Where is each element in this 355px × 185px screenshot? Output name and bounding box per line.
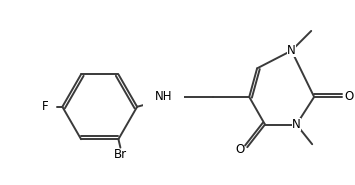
Text: NH: NH [155,90,173,103]
Text: N: N [287,44,296,57]
Text: O: O [344,90,353,103]
Text: F: F [42,100,49,113]
Text: N: N [292,118,301,131]
Text: O: O [236,143,245,156]
Text: Br: Br [114,148,127,162]
